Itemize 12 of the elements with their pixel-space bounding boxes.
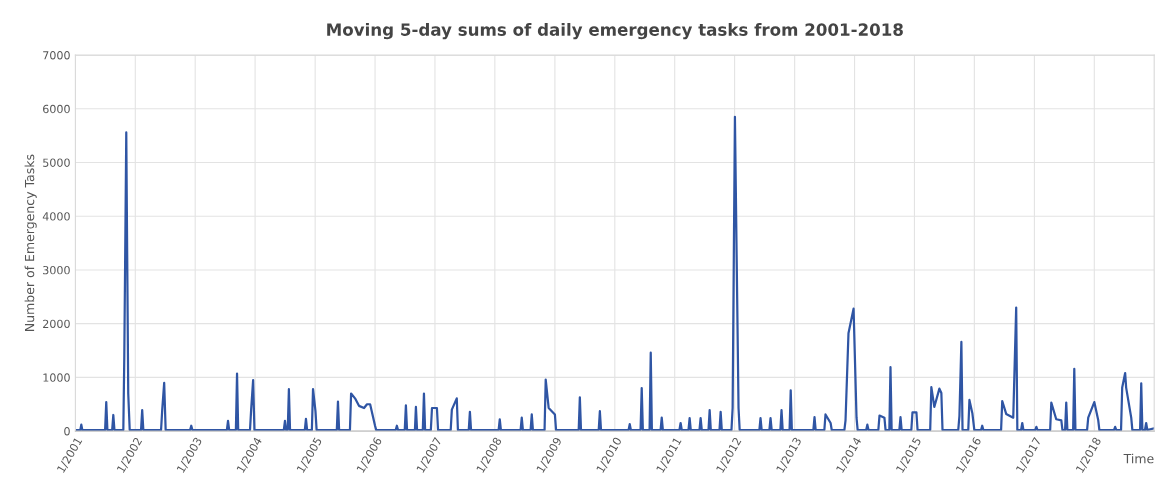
y-tick-label: 7000 [43, 51, 70, 60]
y-tick-label: 4000 [42, 212, 70, 221]
y-axis-title: Number of Emergency Tasks [24, 154, 37, 331]
y-tick-label: 6000 [43, 104, 70, 114]
line-series [75, 115, 1155, 432]
y-tick-label: 5000 [43, 158, 70, 167]
y-tick-label: 2000 [43, 319, 70, 329]
y-tick-label: 1000 [43, 373, 70, 382]
x-axis-title: Time [1123, 453, 1154, 464]
chart-title: Moving 5-day sums of daily emergency tasks from 2001-2018 [327, 22, 903, 40]
y-tick-label: 3000 [43, 265, 70, 275]
y-tick-label: 0 [64, 427, 70, 436]
